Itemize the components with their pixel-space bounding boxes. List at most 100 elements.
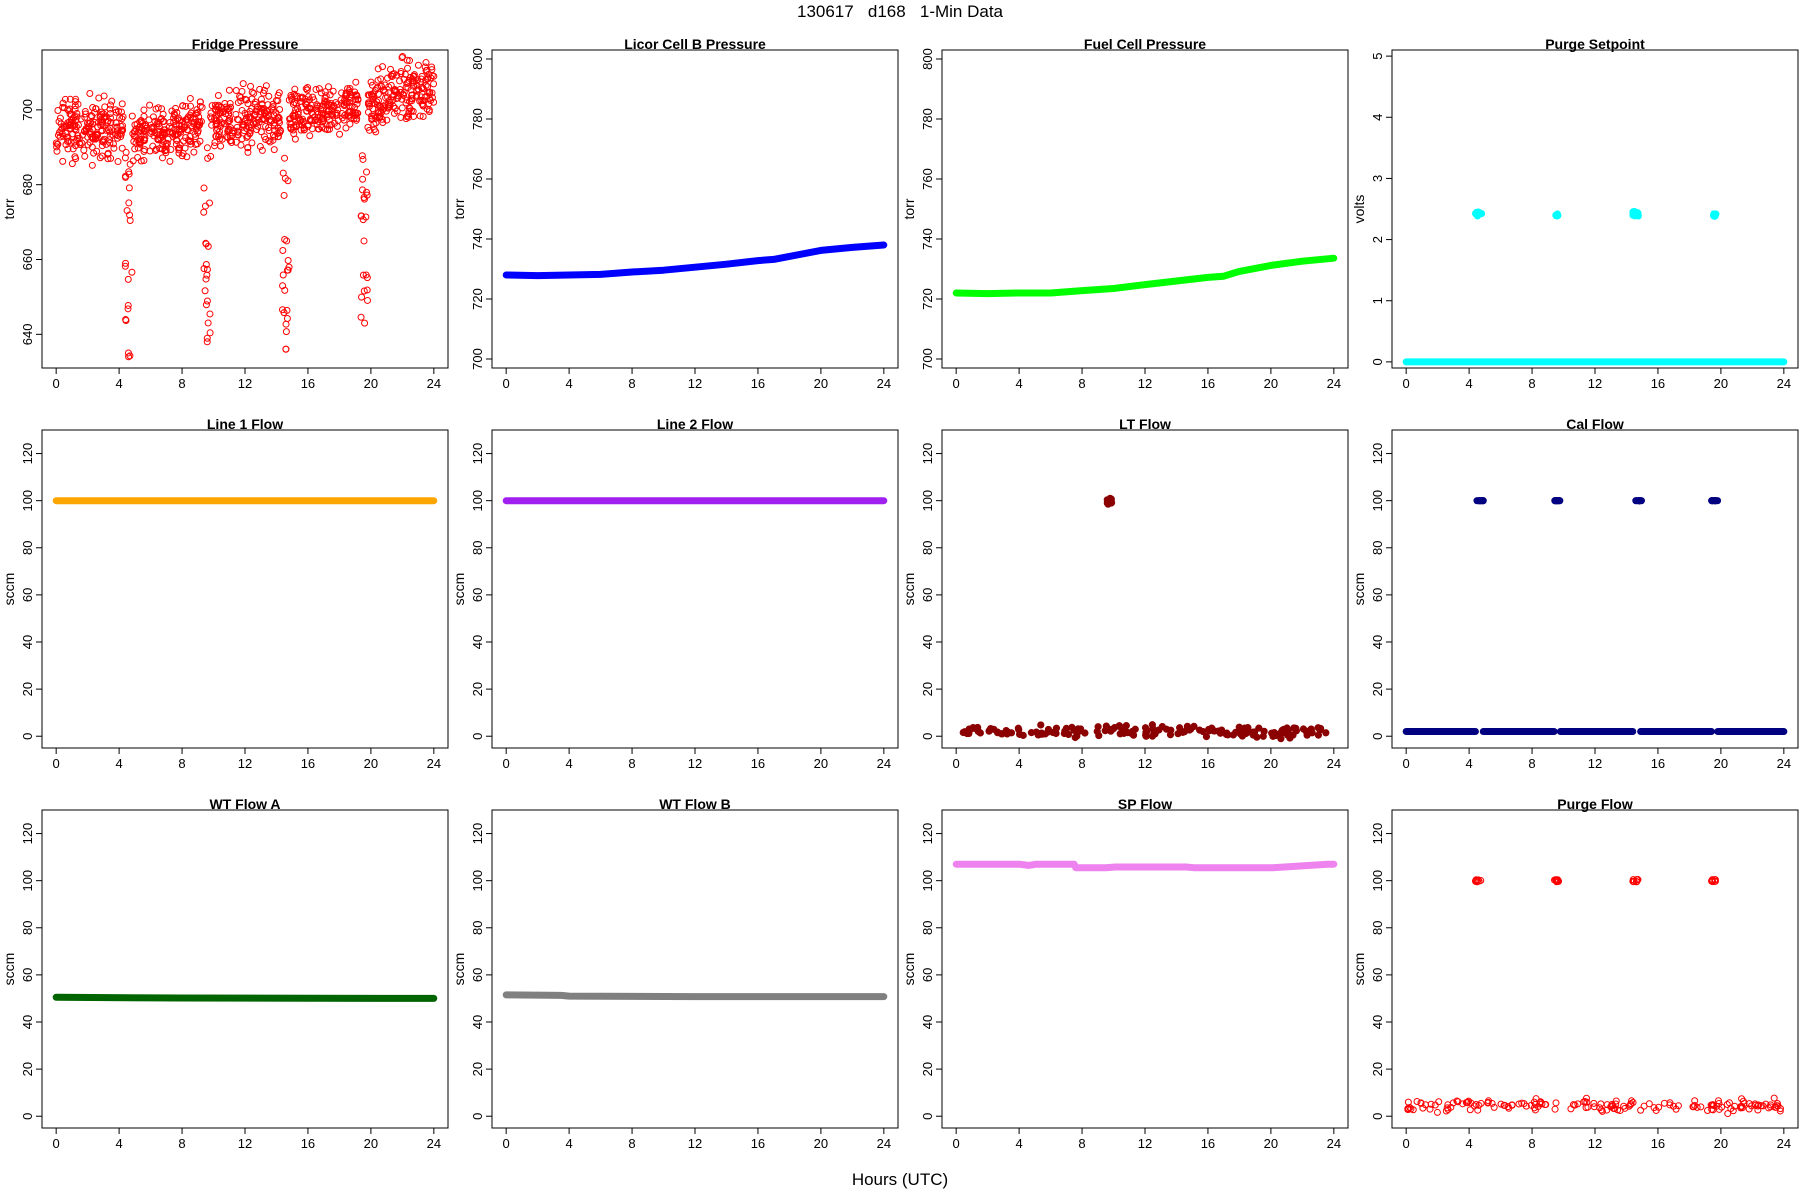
fridge-pressure-dip-point <box>202 261 210 269</box>
fridge-pressure-point <box>162 142 170 150</box>
fridge-pressure-point <box>244 119 252 127</box>
fridge-pressure-point <box>96 154 104 162</box>
fridge-pressure-point <box>269 100 277 108</box>
fridge-pressure-xtick-label: 8 <box>178 376 185 391</box>
fridge-pressure-point <box>390 87 398 95</box>
fridge-pressure-point <box>247 82 255 90</box>
fridge-pressure-dip-point <box>203 297 211 305</box>
fridge-pressure-point <box>88 161 96 169</box>
purge-flow-point <box>1729 1107 1737 1115</box>
fridge-pressure-point <box>276 126 284 134</box>
fridge-pressure-point <box>98 127 106 135</box>
fridge-pressure-point <box>353 91 361 99</box>
fridge-pressure-point <box>239 80 247 88</box>
fridge-pressure-point <box>374 90 382 98</box>
cal-flow-ytick-label: 100 <box>1370 490 1385 512</box>
chart-licor-cell-b-pressure: Licor Cell B Pressure 0 4 8 12 16 20 24 700 720 74… <box>451 36 899 391</box>
fridge-pressure-point <box>134 153 142 161</box>
fridge-pressure-point <box>109 140 117 148</box>
fridge-pressure-point <box>315 125 323 133</box>
purge-flow-point <box>1739 1097 1747 1105</box>
fridge-pressure-point <box>352 96 360 104</box>
wt-flow-a-ytick-label: 40 <box>20 1015 35 1029</box>
lt-flow-xtick-label: 20 <box>1264 756 1278 771</box>
fridge-pressure-point <box>59 157 67 165</box>
fridge-pressure-point <box>403 113 411 121</box>
purge-flow-point <box>1538 1100 1546 1108</box>
fridge-pressure-dip-point <box>280 191 288 199</box>
fridge-pressure-point <box>158 133 166 141</box>
wt-flow-b-ytick-label: 0 <box>470 1113 485 1120</box>
wt-flow-b-title: WT Flow B <box>659 796 731 812</box>
purge-flow-point <box>1475 1101 1483 1109</box>
figure-title: 130617 d168 1-Min Data <box>796 2 1004 21</box>
fridge-pressure-point <box>175 149 183 157</box>
fridge-pressure-point <box>397 67 405 75</box>
fridge-pressure-point <box>179 117 187 125</box>
licor-cell-b-pressure-xtick-label: 24 <box>877 376 891 391</box>
purge-flow-cluster-point <box>1554 876 1562 884</box>
lt-flow-title: LT Flow <box>1119 416 1171 432</box>
wt-flow-b-xtick-label: 4 <box>565 1136 572 1151</box>
fuel-cell-pressure-ytick-label: 700 <box>920 348 935 370</box>
chart-wt-flow-b: WT Flow B 0 4 8 12 16 20 24 0 20 40 60 80 100 120 sccm <box>451 796 899 1151</box>
chart-wt-flow-a: WT Flow A 0 4 8 12 16 20 24 0 20 40 60 80 100 120 sccm <box>1 796 449 1151</box>
fridge-pressure-point <box>257 95 265 103</box>
purge-flow-xtick-label: 4 <box>1465 1136 1472 1151</box>
wt-flow-b-ytick-label: 20 <box>470 1062 485 1076</box>
fridge-pressure-point <box>182 134 190 142</box>
purge-flow-point <box>1612 1097 1620 1105</box>
fridge-pressure-point <box>413 86 421 94</box>
fridge-pressure-point <box>248 139 256 147</box>
fridge-pressure-point <box>65 118 73 126</box>
fridge-pressure-point <box>158 154 166 162</box>
fridge-pressure-point <box>262 82 270 90</box>
lt-flow-point <box>1290 724 1298 732</box>
lt-flow-point <box>1322 729 1330 737</box>
fridge-pressure-point <box>336 130 344 138</box>
fridge-pressure-dip-point <box>281 236 289 244</box>
lt-flow-point <box>1049 728 1057 737</box>
fridge-pressure-point <box>414 85 422 93</box>
sp-flow-frame <box>941 809 1349 1129</box>
fridge-pressure-point <box>374 84 382 92</box>
fridge-pressure-point <box>172 140 180 148</box>
fridge-pressure-dip-point <box>200 265 208 273</box>
lt-flow-point <box>1102 725 1110 734</box>
fridge-pressure-point <box>258 146 266 154</box>
licor-cell-b-pressure-series-line <box>502 241 888 280</box>
fridge-pressure-dip-point <box>126 216 134 224</box>
fridge-pressure-point <box>98 118 106 126</box>
fridge-pressure-point <box>140 147 148 155</box>
line-1-flow-ylabel: sccm <box>1 573 17 606</box>
fridge-pressure-dip-point <box>122 316 130 324</box>
fridge-pressure-dip-point <box>364 296 372 304</box>
fridge-pressure-point <box>294 105 302 113</box>
panel-wt-flow-b: WT Flow B 0 4 8 12 16 20 24 0 20 40 60 80 100 120 sccm <box>450 796 900 1178</box>
fridge-pressure-xtick-label: 4 <box>115 376 122 391</box>
fridge-pressure-point <box>428 63 436 71</box>
fridge-pressure-point <box>59 99 67 107</box>
purge-setpoint-xtick-label: 8 <box>1528 376 1535 391</box>
purge-flow-point <box>1637 1106 1645 1114</box>
sp-flow-xtick-label: 16 <box>1201 1136 1215 1151</box>
fridge-pressure-point <box>162 149 170 157</box>
fridge-pressure-point <box>384 74 392 82</box>
lt-flow-xtick-label: 4 <box>1015 756 1022 771</box>
fridge-pressure-point <box>365 126 373 134</box>
licor-cell-b-pressure-xtick-label: 16 <box>751 376 765 391</box>
wt-flow-b-frame <box>491 809 899 1129</box>
fuel-cell-pressure-xtick-label: 0 <box>953 376 960 391</box>
fridge-pressure-point <box>150 124 158 132</box>
purge-flow-ytick-label: 60 <box>1370 968 1385 982</box>
sp-flow-ytick-label: 60 <box>920 968 935 982</box>
fridge-pressure-point <box>226 100 234 108</box>
fridge-pressure-dip-point <box>281 174 289 182</box>
purge-flow-point <box>1603 1101 1611 1109</box>
fridge-pressure-dip-point <box>281 154 289 162</box>
fridge-pressure-dip-point <box>359 155 367 163</box>
fridge-pressure-point <box>66 110 74 118</box>
purge-flow-xtick-label: 20 <box>1714 1136 1728 1151</box>
fridge-pressure-dip-point <box>204 154 212 162</box>
line-1-flow-title: Line 1 Flow <box>207 416 283 432</box>
